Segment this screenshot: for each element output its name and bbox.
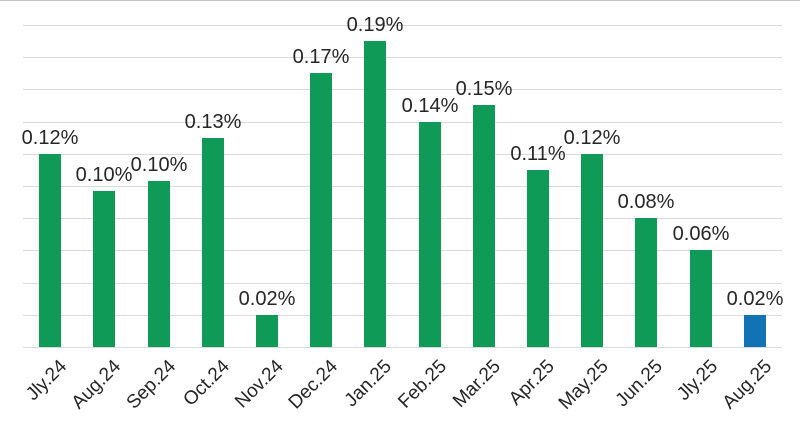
bar [419, 122, 441, 347]
bar [256, 315, 278, 347]
x-axis-label: Jly.25 [672, 356, 722, 405]
gridline [23, 154, 782, 155]
bar-value-label: 0.11% [510, 143, 566, 165]
bar [202, 138, 224, 347]
gridline [23, 25, 782, 26]
gridline [23, 315, 782, 316]
bar-value-label: 0.12% [21, 127, 79, 149]
x-axis-label: Oct.24 [179, 356, 234, 411]
bar-value-label: 0.06% [672, 223, 730, 245]
gridline [23, 57, 782, 58]
bar-value-label: 0.10% [130, 154, 188, 176]
bar [93, 191, 115, 347]
gridline [23, 122, 782, 123]
bar [473, 105, 495, 347]
bar [744, 315, 766, 347]
bar [690, 250, 712, 347]
top-divider [0, 0, 800, 1]
gridline [23, 250, 782, 251]
bar [581, 154, 603, 347]
gridline [23, 283, 782, 284]
bar-value-label: 0.02% [726, 288, 784, 310]
gridline [23, 186, 782, 187]
bar [39, 154, 61, 347]
gridline [23, 218, 782, 219]
bar-value-label: 0.13% [184, 111, 242, 133]
x-axis-label: Feb.25 [394, 356, 451, 413]
bar [527, 170, 549, 347]
x-axis-label: May.25 [554, 356, 613, 414]
bar-value-label: 0.15% [455, 78, 513, 100]
bar [364, 41, 386, 347]
bar-value-label: 0.17% [292, 46, 350, 68]
bar-value-label: 0.19% [346, 14, 404, 36]
x-axis-label: Jun.25 [611, 356, 667, 412]
x-axis-label: Aug.24 [67, 356, 125, 414]
bar-value-label: 0.02% [238, 288, 296, 310]
x-axis-label: Sep.24 [122, 356, 180, 414]
bar [148, 181, 170, 347]
bar-value-label: 0.10% [75, 164, 133, 186]
bar [635, 218, 657, 347]
gridline [23, 89, 782, 90]
bar-value-label: 0.12% [563, 127, 621, 149]
x-axis-label: Jan.25 [340, 356, 396, 412]
bar-value-label: 0.08% [617, 191, 675, 213]
x-axis-label: Mar.25 [448, 356, 505, 412]
bar-value-label: 0.14% [401, 95, 459, 117]
x-axis-label: Dec.24 [284, 356, 342, 414]
x-axis-label: Nov.24 [231, 356, 288, 413]
x-axis-label: Aug.25 [718, 356, 776, 414]
bar [310, 73, 332, 347]
gridline [23, 347, 782, 348]
x-axis-label: Apr.25 [505, 356, 559, 410]
x-axis-label: Jly.24 [21, 356, 71, 405]
